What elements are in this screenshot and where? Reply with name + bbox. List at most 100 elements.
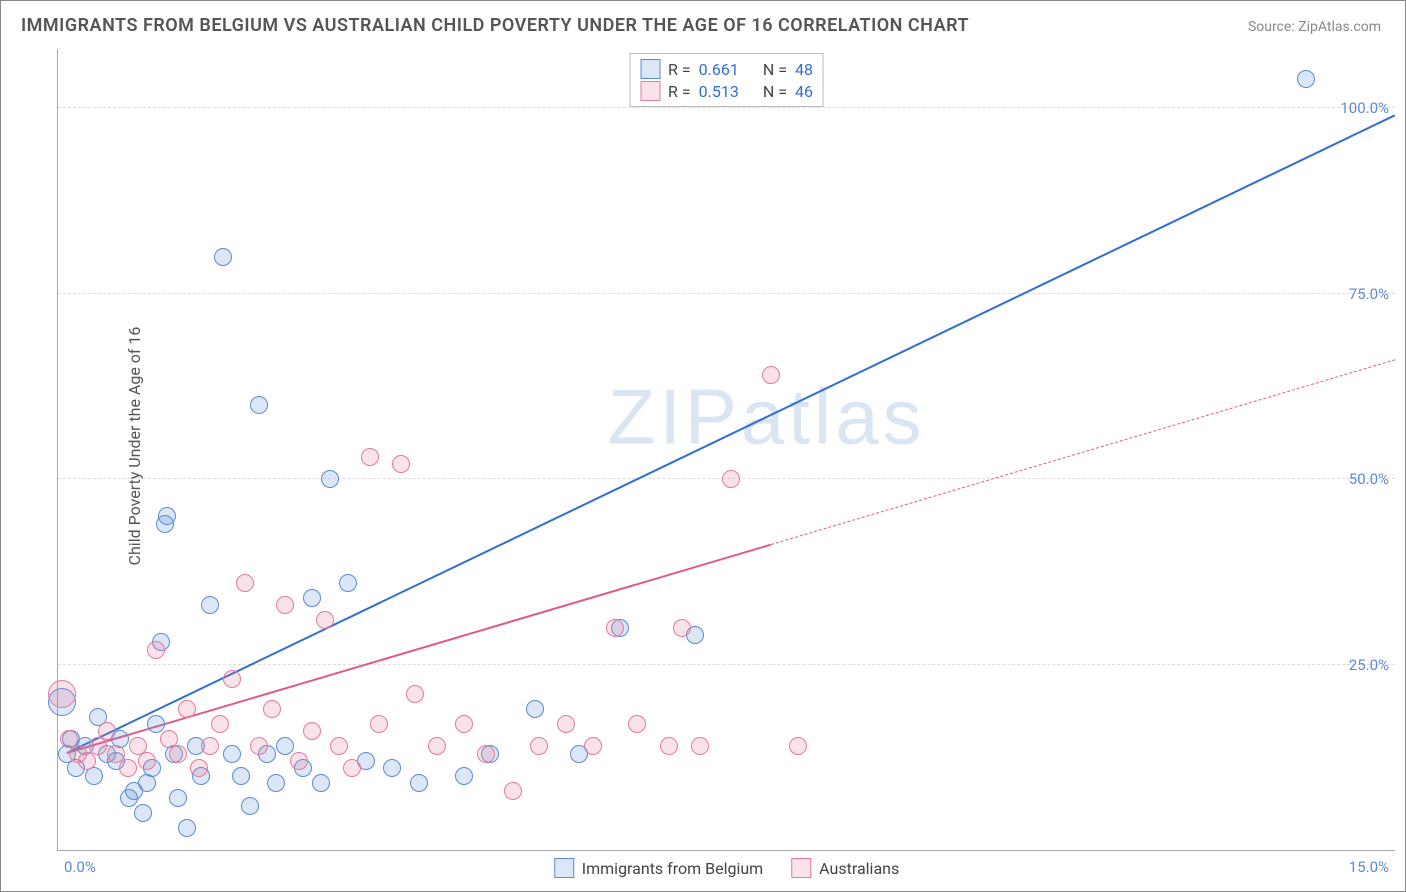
data-point xyxy=(241,797,259,815)
data-point xyxy=(201,737,219,755)
gridline xyxy=(58,664,1395,665)
data-point xyxy=(691,737,709,755)
correlation-legend: R = 0.661 N = 48 R = 0.513 N = 46 xyxy=(629,53,824,107)
legend-swatch-belgium xyxy=(554,858,574,878)
y-tick: 75.0% xyxy=(1349,285,1389,303)
regression-line xyxy=(771,360,1395,546)
n-value-belgium: 48 xyxy=(795,60,813,79)
x-tick-min: 0.0% xyxy=(64,858,96,876)
data-point xyxy=(673,619,691,637)
data-point xyxy=(383,759,401,777)
data-point xyxy=(134,804,152,822)
data-point xyxy=(98,722,116,740)
n-label: N = xyxy=(763,82,787,101)
data-point xyxy=(267,774,285,792)
r-value-belgium: 0.661 xyxy=(699,60,739,79)
data-point xyxy=(214,248,232,266)
data-point xyxy=(406,685,424,703)
data-point xyxy=(606,619,624,637)
data-point xyxy=(455,767,473,785)
data-point xyxy=(428,737,446,755)
data-point xyxy=(263,700,281,718)
data-point xyxy=(628,715,646,733)
data-point xyxy=(660,737,678,755)
data-point xyxy=(223,745,241,763)
x-tick-max: 15.0% xyxy=(1349,858,1389,876)
data-point xyxy=(178,819,196,837)
data-point xyxy=(78,752,96,770)
n-label: N = xyxy=(763,60,787,79)
r-label: R = xyxy=(668,60,691,79)
data-point xyxy=(339,574,357,592)
data-point xyxy=(392,455,410,473)
data-point xyxy=(504,782,522,800)
legend-item-belgium: Immigrants from Belgium xyxy=(554,858,763,878)
data-point xyxy=(169,789,187,807)
data-point xyxy=(303,722,321,740)
data-point xyxy=(321,470,339,488)
y-tick: 25.0% xyxy=(1349,656,1389,674)
data-point xyxy=(410,774,428,792)
gridline xyxy=(58,107,1395,108)
data-point xyxy=(119,759,137,777)
y-tick: 100.0% xyxy=(1340,99,1389,117)
data-point xyxy=(190,759,208,777)
data-point xyxy=(303,589,321,607)
data-point xyxy=(290,752,308,770)
data-point xyxy=(223,670,241,688)
data-point xyxy=(147,715,165,733)
chart-container: IMMIGRANTS FROM BELGIUM VS AUSTRALIAN CH… xyxy=(0,0,1406,892)
data-point xyxy=(722,470,740,488)
legend-label-australians: Australians xyxy=(819,859,899,878)
data-point xyxy=(250,396,268,414)
data-point xyxy=(169,745,187,763)
data-point xyxy=(211,715,229,733)
data-point xyxy=(789,737,807,755)
source-prefix: Source: xyxy=(1248,19,1298,35)
swatch-belgium xyxy=(640,59,660,79)
source-attribution: Source: ZipAtlas.com xyxy=(1248,19,1381,35)
data-point xyxy=(236,574,254,592)
data-point xyxy=(455,715,473,733)
data-point xyxy=(330,737,348,755)
legend-label-belgium: Immigrants from Belgium xyxy=(582,859,763,878)
n-value-australians: 46 xyxy=(795,82,813,101)
data-point xyxy=(316,611,334,629)
data-point xyxy=(343,759,361,777)
r-value-australians: 0.513 xyxy=(699,82,739,101)
regression-line xyxy=(66,114,1395,754)
plot-area: ZIPatlas R = 0.661 N = 48 R = 0.513 N = … xyxy=(57,49,1395,851)
gridline xyxy=(58,293,1395,294)
correlation-row-belgium: R = 0.661 N = 48 xyxy=(640,58,813,80)
series-legend: Immigrants from Belgium Australians xyxy=(546,858,907,878)
data-point xyxy=(276,737,294,755)
data-point xyxy=(312,774,330,792)
data-point xyxy=(147,641,165,659)
data-point xyxy=(201,596,219,614)
data-point xyxy=(250,737,268,755)
data-point xyxy=(526,700,544,718)
data-point xyxy=(232,767,250,785)
data-point xyxy=(477,745,495,763)
source-name: ZipAtlas.com xyxy=(1298,19,1381,35)
data-point xyxy=(1297,70,1315,88)
legend-swatch-australians xyxy=(791,858,811,878)
data-point xyxy=(48,680,76,708)
data-point xyxy=(138,752,156,770)
data-point xyxy=(158,507,176,525)
data-point xyxy=(276,596,294,614)
data-point xyxy=(178,700,196,718)
r-label: R = xyxy=(668,82,691,101)
chart-title: IMMIGRANTS FROM BELGIUM VS AUSTRALIAN CH… xyxy=(21,15,969,36)
data-point xyxy=(361,448,379,466)
data-point xyxy=(762,366,780,384)
swatch-australians xyxy=(640,81,660,101)
data-point xyxy=(557,715,575,733)
y-tick: 50.0% xyxy=(1349,470,1389,488)
regression-line xyxy=(67,543,772,753)
data-point xyxy=(530,737,548,755)
data-point xyxy=(584,737,602,755)
legend-item-australians: Australians xyxy=(791,858,899,878)
data-point xyxy=(370,715,388,733)
correlation-row-australians: R = 0.513 N = 46 xyxy=(640,80,813,102)
